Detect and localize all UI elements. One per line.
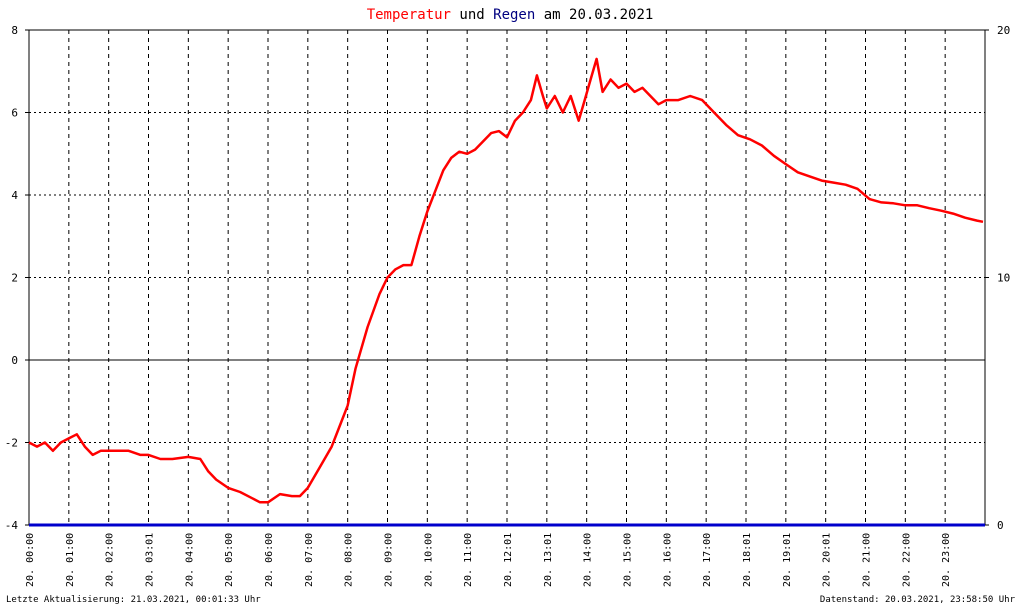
temperature-series-line (28, 57, 984, 504)
x-tick-label: 20. 18:01 (742, 533, 753, 587)
x-tick-label: 20. 14:00 (583, 533, 594, 587)
title-und: und (451, 7, 493, 23)
x-tick-label: 20. 05:00 (224, 533, 235, 587)
title-date: 20.03.2021 (569, 7, 653, 23)
left-tick-label: -4 (5, 519, 19, 532)
x-tick-label: 20. 23:00 (941, 533, 952, 587)
grid-layer (29, 30, 985, 525)
x-tick-label: 20. 04:00 (184, 533, 195, 587)
x-tick-label: 20. 07:00 (304, 533, 315, 587)
left-tick-label: 2 (11, 272, 18, 285)
x-tick-label: 20. 13:01 (543, 533, 554, 587)
x-tick-label: 20. 00:00 (25, 533, 36, 587)
x-tick-label: 20. 11:00 (463, 533, 474, 587)
x-tick-label: 20. 06:00 (264, 533, 275, 587)
x-tick-label: 20. 16:00 (662, 533, 673, 587)
left-tick-label: 6 (11, 107, 18, 120)
footer-data-status: Datenstand: 20.03.2021, 23:58:50 Uhr (820, 595, 1016, 605)
right-tick-label: 0 (997, 519, 1004, 532)
x-tick-label: 20. 21:00 (862, 533, 873, 587)
footer-last-update: Letzte Aktualisierung: 21.03.2021, 00:01… (6, 595, 261, 605)
series-layer (28, 57, 985, 527)
x-tick-label: 20. 01:00 (65, 533, 76, 587)
x-tick-label: 20. 03:01 (145, 533, 156, 587)
title-am: am (535, 7, 569, 23)
left-tick-label: 0 (11, 354, 18, 367)
x-tick-label: 20. 02:00 (105, 533, 116, 587)
x-tick-label: 20. 10:00 (423, 533, 434, 587)
right-tick-label: 10 (997, 272, 1010, 285)
x-tick-label: 20. 20:01 (822, 533, 833, 587)
left-tick-label: 4 (11, 189, 18, 202)
title-rain: Regen (493, 7, 535, 23)
right-tick-label: 20 (997, 24, 1010, 37)
title-temperature: Temperatur (367, 7, 451, 23)
left-tick-label: 8 (11, 24, 18, 37)
left-tick-label: -2 (5, 437, 18, 450)
x-tick-label: 20. 17:00 (702, 533, 713, 587)
x-tick-label: 20. 15:00 (623, 533, 634, 587)
x-tick-label: 20. 19:01 (782, 533, 793, 587)
x-tick-label: 20. 22:00 (901, 533, 912, 587)
chart-title: Temperatur und Regen am 20.03.2021 (367, 7, 654, 23)
x-tick-label: 20. 12:01 (503, 533, 514, 587)
x-tick-label: 20. 08:00 (344, 533, 355, 587)
x-tick-label: 20. 09:00 (384, 533, 395, 587)
